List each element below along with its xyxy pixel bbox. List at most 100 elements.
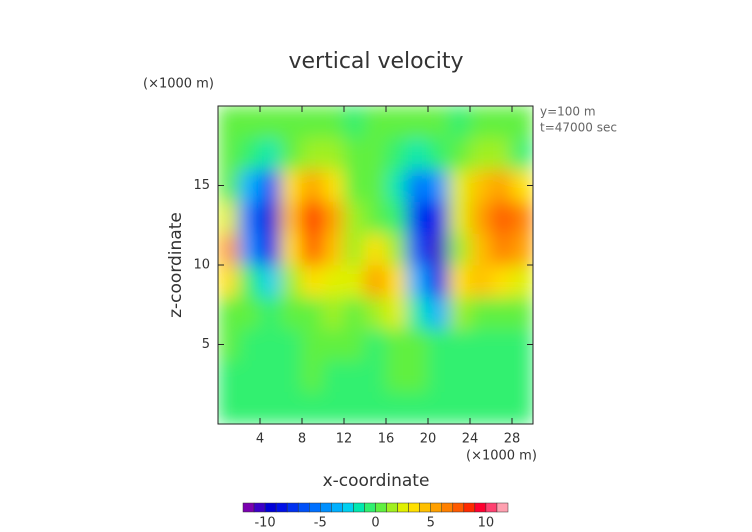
field-cell: [469, 359, 492, 393]
field-cell: [364, 296, 387, 330]
field-cell: [385, 232, 408, 266]
field-cell: [385, 328, 408, 361]
field-cell: [238, 232, 261, 266]
field-cell: [364, 359, 387, 393]
colorbar-swatch: [485, 502, 498, 513]
field-cell: [427, 328, 450, 361]
field-cell: [322, 296, 345, 330]
x-tick-label: 24: [462, 432, 479, 447]
colorbar-swatch: [386, 502, 398, 513]
field-cell: [427, 264, 450, 298]
field-cell: [218, 264, 240, 298]
chart-title: vertical velocity: [288, 49, 463, 74]
field-cell: [406, 232, 429, 266]
field-cell: [511, 232, 533, 266]
field-cell: [385, 169, 408, 202]
field-cell: [218, 106, 240, 139]
field-cell: [364, 391, 387, 424]
field-cell: [322, 264, 345, 298]
colorbar-swatch: [364, 502, 376, 513]
colorbar-swatch: [275, 502, 288, 513]
field-cell: [238, 106, 261, 139]
field-cell: [218, 137, 240, 171]
field-cell: [218, 169, 240, 202]
field-cell: [259, 169, 282, 202]
colorbar-swatch: [242, 502, 255, 513]
x-tick-label: 4: [256, 432, 264, 447]
field-cell: [259, 137, 282, 171]
y-tick-label: 10: [193, 258, 210, 273]
field-cell: [343, 169, 366, 202]
field-cell: [385, 137, 408, 171]
field-cell: [448, 264, 471, 298]
field-cell: [469, 232, 492, 266]
field-cell: [490, 359, 513, 393]
field-cell: [218, 391, 240, 424]
field-cell: [448, 169, 471, 202]
colorbar-swatch: [419, 502, 431, 513]
colorbar-swatch: [309, 502, 321, 513]
field-cell: [427, 359, 450, 393]
field-cell: [343, 264, 366, 298]
field-cell: [280, 106, 303, 139]
colorbar-swatch: [353, 502, 365, 513]
x-unit: (×1000 m): [466, 449, 537, 464]
field-cell: [322, 391, 345, 424]
field-cell: [238, 296, 261, 330]
field-cell: [385, 264, 408, 298]
field-cell: [406, 264, 429, 298]
field-cell: [343, 359, 366, 393]
y-axis-label: z-coordinate: [166, 212, 186, 318]
annotation: t=47000 sec: [540, 121, 617, 135]
field-cell: [385, 106, 408, 139]
field-cell: [280, 200, 303, 234]
field-cell: [301, 137, 324, 171]
field-cell: [343, 106, 366, 139]
field-cell: [427, 391, 450, 424]
field-cell: [364, 200, 387, 234]
colorbar-swatch: [474, 502, 487, 513]
field-cell: [448, 232, 471, 266]
field-cell: [427, 137, 450, 171]
field-cell: [427, 200, 450, 234]
field: [218, 106, 533, 424]
y-unit: (×1000 m): [143, 77, 214, 92]
field-cell: [301, 296, 324, 330]
field-cell: [511, 359, 533, 393]
colorbar-swatch: [441, 502, 454, 513]
field-cell: [448, 200, 471, 234]
field-cell: [385, 359, 408, 393]
field-cell: [238, 200, 261, 234]
field-cell: [490, 200, 513, 234]
field-cell: [448, 328, 471, 361]
axes: 4 8 12 16 20 24 28 5 10 15: [193, 105, 534, 447]
field-cell: [280, 391, 303, 424]
field-cell: [259, 296, 282, 330]
colorbar-tick-label: 10: [478, 516, 495, 531]
field-cell: [218, 232, 240, 266]
colorbar-swatch: [463, 502, 476, 513]
field-cell: [406, 296, 429, 330]
field-cell: [490, 232, 513, 266]
field-cell: [280, 169, 303, 202]
field-cell: [364, 328, 387, 361]
field-cell: [469, 328, 492, 361]
field-cell: [469, 391, 492, 424]
field-cell: [385, 391, 408, 424]
field-cell: [259, 391, 282, 424]
field-cell: [238, 328, 261, 361]
field-cell: [322, 137, 345, 171]
field-cell: [385, 200, 408, 234]
field-cell: [406, 391, 429, 424]
field-cell: [301, 359, 324, 393]
x-tick-label: 20: [420, 432, 437, 447]
field-cell: [238, 169, 261, 202]
field-cell: [364, 232, 387, 266]
field-cell: [259, 359, 282, 393]
field-cell: [301, 328, 324, 361]
field-cell: [238, 137, 261, 171]
field-cell: [259, 264, 282, 298]
field-cell: [343, 296, 366, 330]
field-cell: [427, 106, 450, 139]
field-cell: [343, 137, 366, 171]
